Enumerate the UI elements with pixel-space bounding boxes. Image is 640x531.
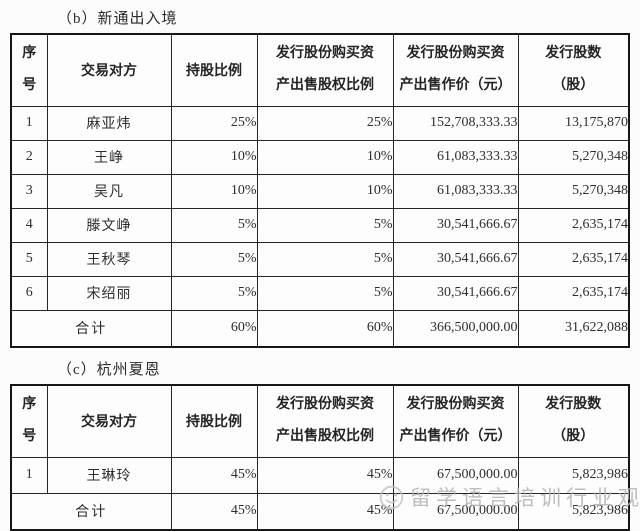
cell-ratio: 45% [256, 492, 394, 531]
cell-shares: 2,635,174 [517, 275, 630, 311]
table-row: 3 吴凡 10% 10% 61,083,333.33 5,270,348 [10, 173, 630, 209]
header-ratio: 发行股份购买资 产出售股权比例 [256, 384, 394, 458]
header-party: 交易对方 [46, 33, 172, 107]
cell-holding: 5% [170, 207, 258, 243]
cell-shares: 31,622,088 [517, 309, 630, 348]
table-total-row: 合计 60% 60% 366,500,000.00 31,622,088 [10, 309, 630, 348]
cell-party: 滕文峥 [46, 207, 172, 243]
cell-seq: 1 [10, 105, 48, 141]
cell-holding: 10% [170, 173, 258, 209]
cell-price: 67,500,000.00 [392, 456, 519, 494]
cell-ratio: 45% [256, 456, 394, 494]
cell-shares: 2,635,174 [517, 207, 630, 243]
header-ratio: 发行股份购买资 产出售股权比例 [256, 33, 394, 107]
cell-holding: 5% [170, 275, 258, 311]
cell-shares: 5,823,986 [517, 456, 630, 494]
cell-price: 152,708,333.33 [392, 105, 519, 141]
cell-ratio: 10% [256, 173, 394, 209]
cell-seq: 4 [10, 207, 48, 243]
cell-total-label: 合计 [10, 492, 172, 531]
cell-holding: 45% [170, 492, 258, 531]
table-row: 5 王秋琴 5% 5% 30,541,666.67 2,635,174 [10, 241, 630, 277]
cell-seq: 1 [10, 456, 48, 494]
cell-seq: 6 [10, 275, 48, 311]
cell-ratio: 10% [256, 139, 394, 175]
cell-seq: 3 [10, 173, 48, 209]
cell-price: 61,083,333.33 [392, 139, 519, 175]
section-b-title: （b）新通出入境 [57, 11, 178, 27]
cell-holding: 10% [170, 139, 258, 175]
table-row: 2 王峥 10% 10% 61,083,333.33 5,270,348 [10, 139, 630, 175]
header-price: 发行股份购买资 产出售作价（元） [392, 33, 519, 107]
cell-price: 67,500,000.00 [392, 492, 519, 531]
cell-seq: 2 [10, 139, 48, 175]
header-shares: 发行股数 （股） [517, 384, 630, 458]
table-total-row: 合计 45% 45% 67,500,000.00 5,823,986 [10, 492, 630, 531]
cell-total-label: 合计 [10, 309, 172, 348]
header-holding: 持股比例 [170, 384, 258, 458]
cell-ratio: 5% [256, 275, 394, 311]
cell-party: 宋绍丽 [46, 275, 172, 311]
table-c-header-row: 序 号 交易对方 持股比例 发行股份购买资 产出售股权比例 发行股份购买资 产出… [10, 384, 630, 458]
table-row: 4 滕文峥 5% 5% 30,541,666.67 2,635,174 [10, 207, 630, 243]
cell-shares: 2,635,174 [517, 241, 630, 277]
table-row: 6 宋绍丽 5% 5% 30,541,666.67 2,635,174 [10, 275, 630, 311]
cell-party: 王秋琴 [46, 241, 172, 277]
cell-holding: 25% [170, 105, 258, 141]
header-price: 发行股份购买资 产出售作价（元） [392, 384, 519, 458]
cell-holding: 45% [170, 456, 258, 494]
header-seq: 序 号 [10, 33, 48, 107]
cell-party: 麻亚炜 [46, 105, 172, 141]
cell-shares: 13,175,870 [517, 105, 630, 141]
section-c-title: （c）杭州夏恩 [57, 362, 161, 378]
cell-shares: 5,270,348 [517, 173, 630, 209]
cell-ratio: 25% [256, 105, 394, 141]
cell-ratio: 5% [256, 207, 394, 243]
cell-party: 吴凡 [46, 173, 172, 209]
cell-shares: 5,270,348 [517, 139, 630, 175]
header-seq: 序 号 [10, 384, 48, 458]
table-row: 1 王琳玲 45% 45% 67,500,000.00 5,823,986 [10, 456, 630, 494]
header-holding: 持股比例 [170, 33, 258, 107]
header-shares: 发行股数 （股） [517, 33, 630, 107]
cell-ratio: 60% [256, 309, 394, 348]
cell-party: 王琳玲 [46, 456, 172, 494]
table-b-header-row: 序 号 交易对方 持股比例 发行股份购买资 产出售股权比例 发行股份购买资 产出… [10, 33, 630, 107]
cell-ratio: 5% [256, 241, 394, 277]
table-c: 序 号 交易对方 持股比例 发行股份购买资 产出售股权比例 发行股份购买资 产出… [10, 384, 630, 531]
table-row: 1 麻亚炜 25% 25% 152,708,333.33 13,175,870 [10, 105, 630, 141]
table-b: 序 号 交易对方 持股比例 发行股份购买资 产出售股权比例 发行股份购买资 产出… [10, 33, 630, 348]
cell-price: 61,083,333.33 [392, 173, 519, 209]
cell-party: 王峥 [46, 139, 172, 175]
cell-price: 30,541,666.67 [392, 207, 519, 243]
cell-price: 366,500,000.00 [392, 309, 519, 348]
cell-price: 30,541,666.67 [392, 241, 519, 277]
header-party: 交易对方 [46, 384, 172, 458]
cell-holding: 60% [170, 309, 258, 348]
cell-holding: 5% [170, 241, 258, 277]
cell-price: 30,541,666.67 [392, 275, 519, 311]
cell-seq: 5 [10, 241, 48, 277]
cell-shares: 5,823,986 [517, 492, 630, 531]
